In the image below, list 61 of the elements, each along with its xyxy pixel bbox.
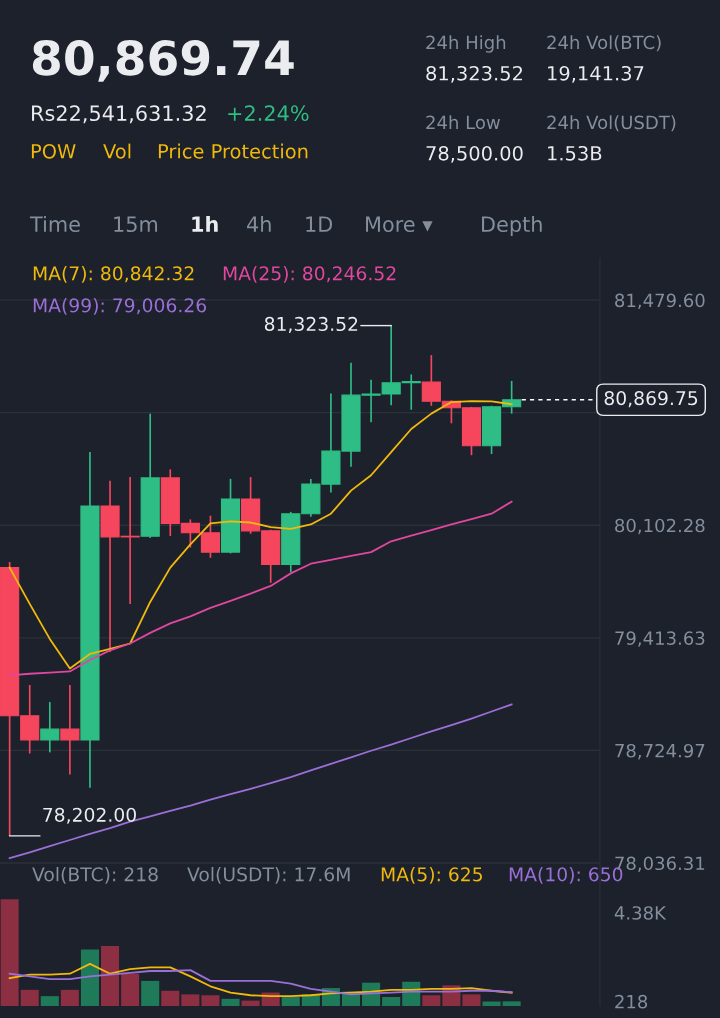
bar xyxy=(40,996,59,1006)
y-tick-label: 218 xyxy=(615,994,648,1009)
line-series xyxy=(8,969,513,996)
bar xyxy=(281,997,300,1006)
annotation: Vol(USDT): 17.6M xyxy=(187,866,350,884)
text: MA(5): 625 xyxy=(381,866,482,884)
bar xyxy=(0,899,19,1006)
bar xyxy=(121,973,140,1006)
bar xyxy=(181,994,200,1006)
text: 24h Vol(USDT) xyxy=(547,115,676,132)
line-series xyxy=(8,703,513,860)
text: More ▾ xyxy=(366,216,433,233)
y-tick-label: 4.38K xyxy=(614,906,667,920)
bar xyxy=(221,998,240,1006)
ref-line-label: 80,869.75 xyxy=(604,391,698,408)
bar xyxy=(422,995,441,1006)
candlestick xyxy=(200,514,221,559)
candlestick xyxy=(60,684,80,776)
bar xyxy=(80,949,99,1006)
text: 1D xyxy=(306,216,333,232)
text: 78,500.00 xyxy=(426,145,523,163)
text: 24h Vol(BTC) xyxy=(547,35,661,52)
y-tick-label: 80,102.28 xyxy=(615,518,705,535)
text: 4h xyxy=(247,215,271,232)
bar xyxy=(201,995,220,1006)
bar xyxy=(241,1000,260,1006)
text: 24h Low xyxy=(426,115,500,130)
bar xyxy=(161,990,180,1006)
annotation: 78,202.00 xyxy=(43,807,136,824)
text: 19,141.37 xyxy=(548,65,644,83)
text: Vol xyxy=(103,143,131,159)
candlestick xyxy=(40,701,60,754)
bar xyxy=(502,1001,521,1006)
text: MA(99): 79,006.26 xyxy=(33,297,207,315)
text: +2.24% xyxy=(228,105,309,122)
text: Depth xyxy=(482,215,542,237)
text: Rs22,541,631.32 xyxy=(32,105,206,124)
text: 80,869.74 xyxy=(32,39,294,82)
annotation: 81,323.52 xyxy=(264,316,358,333)
text: 1h xyxy=(192,215,218,232)
bar xyxy=(141,980,160,1006)
y-tick-label: 81,479.60 xyxy=(615,293,705,310)
bar xyxy=(60,989,79,1006)
text: 1.53B xyxy=(548,145,602,161)
text: POW xyxy=(31,143,76,159)
line-series xyxy=(8,962,513,998)
text: Price Protection xyxy=(158,143,308,159)
bar xyxy=(462,994,481,1006)
text: 81,323.52 xyxy=(426,65,523,83)
text: 15m xyxy=(114,216,158,233)
text: MA(25): 80,246.52 xyxy=(223,265,396,283)
y-tick-label: 78,724.97 xyxy=(615,743,705,760)
text: MA(7): 80,842.32 xyxy=(33,265,194,283)
bar xyxy=(382,997,401,1006)
text: Time xyxy=(29,215,80,233)
annotation: Vol(BTC): 218 xyxy=(32,866,158,884)
y-tick-label: 79,413.63 xyxy=(615,631,705,647)
line-series xyxy=(8,500,513,677)
bar xyxy=(101,945,120,1006)
text: 24h High xyxy=(426,35,506,53)
bar xyxy=(20,989,39,1006)
